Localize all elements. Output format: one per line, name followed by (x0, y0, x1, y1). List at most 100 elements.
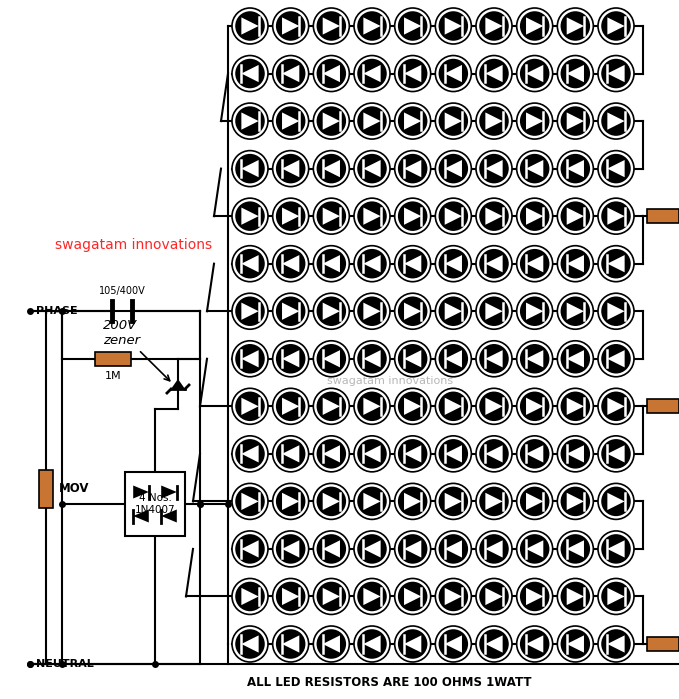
Circle shape (313, 103, 349, 139)
Circle shape (394, 8, 430, 44)
Circle shape (439, 296, 468, 326)
Circle shape (273, 55, 309, 92)
Circle shape (394, 436, 430, 472)
Polygon shape (445, 445, 462, 463)
Polygon shape (567, 445, 584, 463)
Polygon shape (282, 350, 299, 368)
Bar (125, 472, 185, 536)
Circle shape (354, 484, 390, 519)
Circle shape (476, 245, 512, 282)
Polygon shape (323, 350, 340, 368)
Circle shape (276, 487, 306, 516)
Polygon shape (241, 255, 259, 273)
Circle shape (273, 531, 309, 567)
Circle shape (354, 579, 390, 614)
Circle shape (517, 484, 553, 519)
Circle shape (235, 296, 265, 326)
Circle shape (276, 439, 306, 468)
Circle shape (517, 150, 553, 187)
Polygon shape (607, 398, 625, 415)
Polygon shape (404, 540, 421, 558)
Circle shape (276, 106, 306, 136)
Polygon shape (607, 208, 625, 225)
Circle shape (316, 249, 346, 278)
Circle shape (316, 106, 346, 136)
Polygon shape (323, 208, 340, 225)
Circle shape (476, 103, 512, 139)
Circle shape (354, 198, 390, 234)
Circle shape (313, 484, 349, 519)
Circle shape (439, 391, 468, 421)
Polygon shape (607, 113, 625, 130)
Polygon shape (282, 208, 299, 225)
Circle shape (561, 629, 590, 658)
Bar (647, 209, 679, 223)
Polygon shape (445, 588, 462, 605)
Polygon shape (607, 445, 625, 463)
Circle shape (435, 198, 471, 234)
Circle shape (232, 484, 268, 519)
Circle shape (476, 8, 512, 44)
Circle shape (435, 531, 471, 567)
Circle shape (479, 391, 509, 421)
Circle shape (476, 341, 512, 377)
Circle shape (235, 201, 265, 231)
Circle shape (354, 389, 390, 424)
Polygon shape (485, 113, 502, 130)
Circle shape (476, 436, 512, 472)
Polygon shape (485, 445, 502, 463)
Circle shape (598, 436, 634, 472)
Circle shape (232, 245, 268, 282)
Polygon shape (404, 65, 421, 82)
Circle shape (313, 579, 349, 614)
Polygon shape (282, 540, 299, 558)
Circle shape (316, 487, 346, 516)
Circle shape (435, 55, 471, 92)
Circle shape (357, 296, 387, 326)
Polygon shape (526, 398, 543, 415)
Circle shape (354, 341, 390, 377)
Circle shape (439, 201, 468, 231)
Bar (95, 352, 131, 366)
Circle shape (235, 249, 265, 278)
Polygon shape (323, 17, 340, 35)
Circle shape (398, 59, 427, 88)
Polygon shape (445, 255, 462, 273)
Circle shape (598, 341, 634, 377)
Circle shape (273, 103, 309, 139)
Circle shape (276, 11, 306, 41)
Circle shape (232, 294, 268, 329)
Circle shape (598, 531, 634, 567)
Bar (647, 399, 679, 413)
Circle shape (479, 59, 509, 88)
Circle shape (354, 436, 390, 472)
Circle shape (517, 55, 553, 92)
Circle shape (232, 103, 268, 139)
Polygon shape (241, 635, 259, 653)
Polygon shape (445, 635, 462, 653)
Circle shape (479, 296, 509, 326)
Circle shape (517, 389, 553, 424)
Polygon shape (323, 635, 340, 653)
Polygon shape (485, 398, 502, 415)
Polygon shape (526, 493, 543, 510)
Circle shape (476, 55, 512, 92)
Polygon shape (323, 540, 340, 558)
Polygon shape (282, 588, 299, 605)
Polygon shape (526, 540, 543, 558)
Polygon shape (282, 113, 299, 130)
Polygon shape (323, 398, 340, 415)
Circle shape (357, 629, 387, 658)
Circle shape (557, 8, 593, 44)
Polygon shape (567, 635, 584, 653)
Polygon shape (445, 493, 462, 510)
Circle shape (557, 341, 593, 377)
Circle shape (435, 103, 471, 139)
Circle shape (479, 106, 509, 136)
Circle shape (561, 534, 590, 563)
Circle shape (273, 579, 309, 614)
Polygon shape (607, 493, 625, 510)
Circle shape (235, 344, 265, 373)
Polygon shape (485, 65, 502, 82)
Circle shape (316, 11, 346, 41)
